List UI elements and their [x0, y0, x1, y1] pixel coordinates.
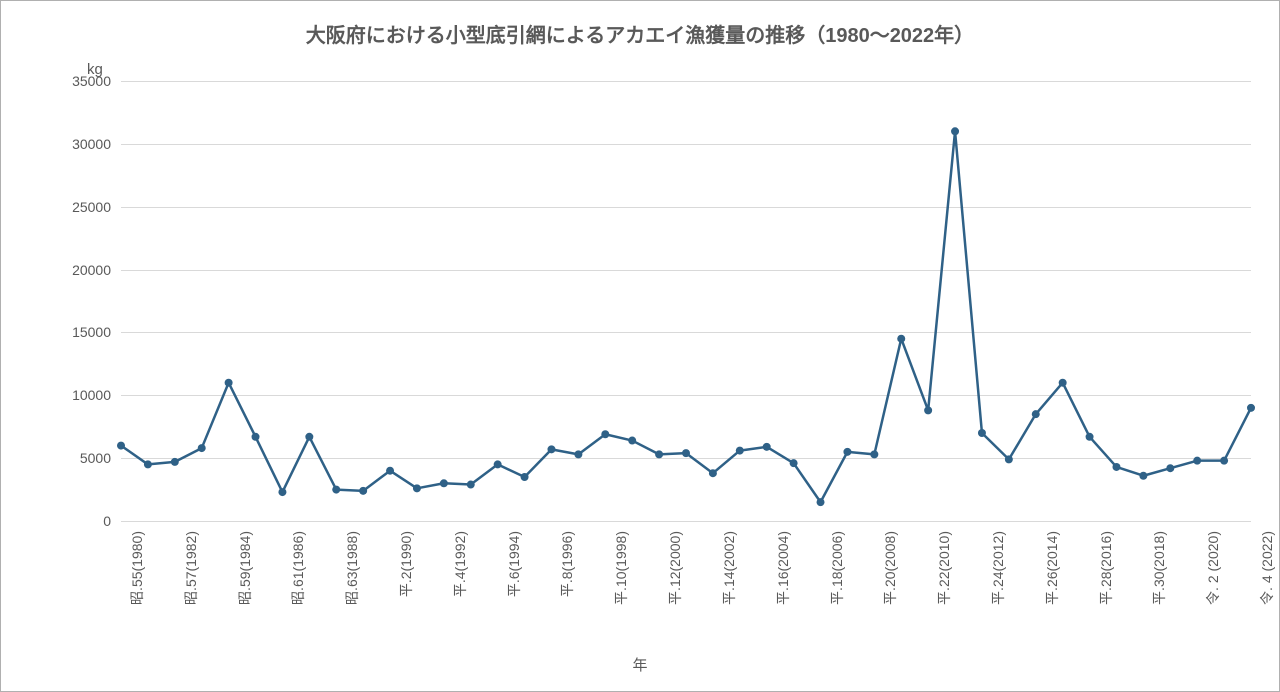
x-tick-label: 令. 4 (2022): [1257, 531, 1277, 605]
data-point: [978, 429, 986, 437]
x-tick-label: 平.24(2012): [988, 531, 1008, 605]
x-tick-label: 平.30(2018): [1149, 531, 1169, 605]
data-point: [736, 447, 744, 455]
x-tick-label: 平.2(1990): [396, 531, 416, 597]
x-tick-label: 平.6(1994): [504, 531, 524, 597]
data-point: [1166, 464, 1174, 472]
data-point: [521, 473, 529, 481]
x-tick-label: 昭.55(1980): [127, 531, 147, 605]
data-point: [198, 444, 206, 452]
x-tick-label: 平.22(2010): [934, 531, 954, 605]
data-point: [655, 450, 663, 458]
x-tick-label: 昭.57(1982): [181, 531, 201, 605]
data-point: [117, 442, 125, 450]
y-tick-label: 15000: [51, 324, 111, 340]
chart-container: 大阪府における小型底引網によるアカエイ漁獲量の推移（1980～2022年） kg…: [0, 0, 1280, 692]
data-point: [278, 488, 286, 496]
data-point: [252, 433, 260, 441]
data-point: [790, 459, 798, 467]
data-point: [225, 379, 233, 387]
data-point: [709, 469, 717, 477]
data-point: [628, 437, 636, 445]
x-tick-label: 平.18(2006): [827, 531, 847, 605]
y-tick-label: 25000: [51, 199, 111, 215]
plot-area: [121, 81, 1251, 521]
y-tick-label: 0: [51, 513, 111, 529]
data-point: [897, 335, 905, 343]
data-point: [601, 430, 609, 438]
data-point: [1059, 379, 1067, 387]
y-tick-label: 35000: [51, 73, 111, 89]
data-point: [386, 467, 394, 475]
data-point: [305, 433, 313, 441]
data-point: [1139, 472, 1147, 480]
x-tick-label: 令. 2 (2020): [1203, 531, 1223, 605]
data-point: [467, 481, 475, 489]
data-point: [682, 449, 690, 457]
data-point: [413, 484, 421, 492]
line-series: [121, 81, 1251, 521]
data-point: [547, 445, 555, 453]
data-point: [332, 486, 340, 494]
x-tick-label: 平.16(2004): [773, 531, 793, 605]
data-point: [144, 460, 152, 468]
data-point: [171, 458, 179, 466]
data-point: [359, 487, 367, 495]
data-point: [1247, 404, 1255, 412]
data-point: [763, 443, 771, 451]
x-tick-label: 平.4(1992): [450, 531, 470, 597]
x-axis-label: 年: [1, 654, 1279, 675]
data-point: [1220, 457, 1228, 465]
data-point: [1086, 433, 1094, 441]
data-point: [1032, 410, 1040, 418]
x-tick-label: 平.28(2016): [1096, 531, 1116, 605]
x-tick-label: 昭.59(1984): [235, 531, 255, 605]
x-tick-label: 平.8(1996): [557, 531, 577, 597]
x-tick-label: 平.10(1998): [611, 531, 631, 605]
data-point: [870, 450, 878, 458]
data-point: [951, 127, 959, 135]
y-tick-label: 10000: [51, 387, 111, 403]
x-tick-label: 平.12(2000): [665, 531, 685, 605]
data-point: [924, 406, 932, 414]
data-point: [574, 450, 582, 458]
data-point: [494, 460, 502, 468]
y-tick-label: 30000: [51, 136, 111, 152]
data-point: [817, 498, 825, 506]
gridline: [121, 521, 1251, 522]
data-point: [843, 448, 851, 456]
x-tick-label: 平.26(2014): [1042, 531, 1062, 605]
data-point: [440, 479, 448, 487]
x-tick-label: 昭.63(1988): [342, 531, 362, 605]
data-point: [1193, 457, 1201, 465]
y-tick-label: 20000: [51, 262, 111, 278]
y-tick-label: 5000: [51, 450, 111, 466]
data-point: [1005, 455, 1013, 463]
x-tick-label: 昭.61(1986): [288, 531, 308, 605]
chart-title: 大阪府における小型底引網によるアカエイ漁獲量の推移（1980～2022年）: [1, 19, 1279, 48]
x-tick-label: 平.20(2008): [880, 531, 900, 605]
series-line: [121, 131, 1251, 502]
x-tick-label: 平.14(2002): [719, 531, 739, 605]
data-point: [1112, 463, 1120, 471]
